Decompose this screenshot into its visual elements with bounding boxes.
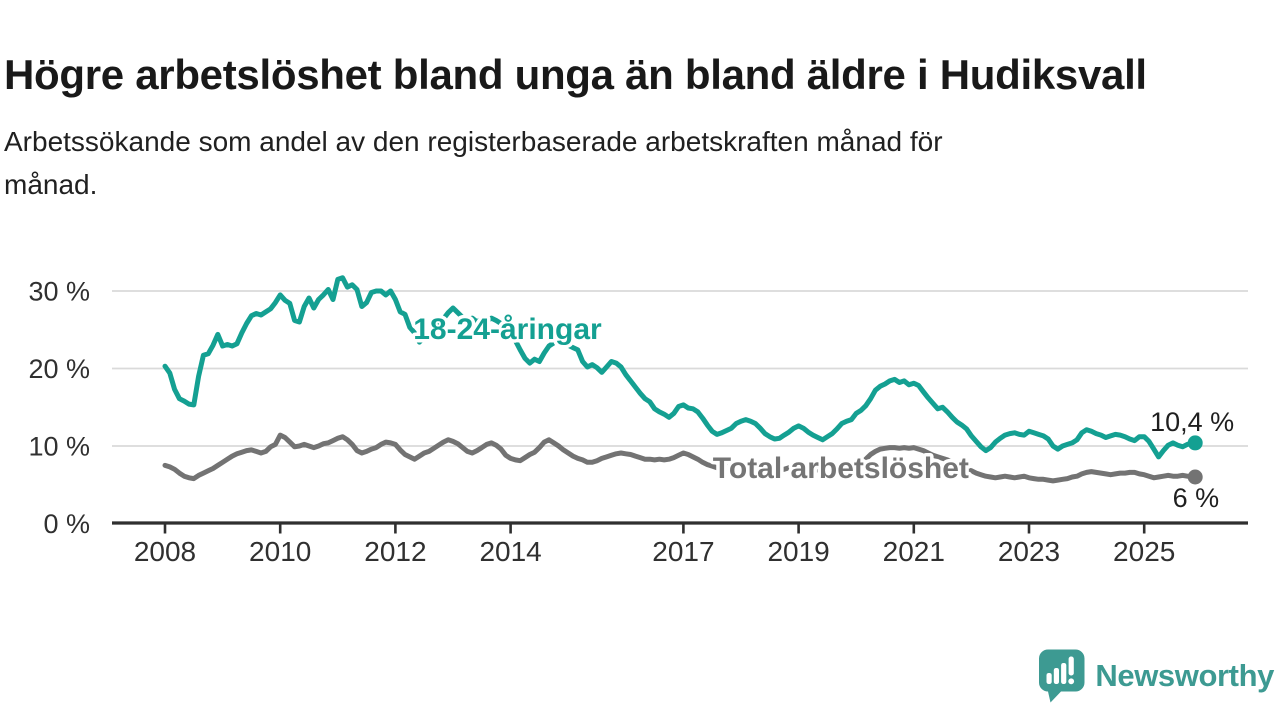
x-tick-label-2019: 2019 bbox=[767, 536, 829, 567]
newsworthy-logo: Newsworthy bbox=[1038, 648, 1274, 704]
series-end-dot-total-arbetsl-shet bbox=[1187, 469, 1203, 485]
bar-icon-large bbox=[1061, 662, 1067, 684]
y-tick-label-30: 30 % bbox=[28, 277, 90, 307]
y-tick-label-0: 0 % bbox=[43, 509, 90, 539]
series-end-dot-18-24-ringar bbox=[1187, 435, 1203, 451]
end-value-label-total-arbetsl-shet: 6 % bbox=[1173, 483, 1220, 513]
x-tick-label-2017: 2017 bbox=[652, 536, 714, 567]
x-tick-label-2021: 2021 bbox=[883, 536, 945, 567]
exclamation-stem-icon bbox=[1068, 656, 1075, 675]
chart-title: Högre arbetslöshet bland unga än bland ä… bbox=[4, 51, 1147, 99]
x-tick-label-2014: 2014 bbox=[479, 536, 541, 567]
y-tick-label-20: 20 % bbox=[28, 354, 90, 384]
bar-icon-small bbox=[1046, 672, 1053, 684]
series-label-18-24-ringar: 18-24-åringar bbox=[413, 313, 602, 346]
bar-icon-medium bbox=[1054, 667, 1060, 684]
series-line-18-24-ringar bbox=[162, 275, 1195, 460]
y-tick-label-10: 10 % bbox=[28, 432, 90, 462]
series-label-total-arbetsl-shet: Total arbetslöshet bbox=[713, 452, 969, 485]
x-tick-label-2010: 2010 bbox=[249, 536, 311, 567]
brand-name: Newsworthy bbox=[1095, 658, 1274, 693]
x-tick-label-2008: 2008 bbox=[134, 536, 196, 567]
chart-subtitle-line1: Arbetssökande som andel av den registerb… bbox=[4, 126, 943, 157]
exclamation-dot-icon bbox=[1068, 677, 1075, 684]
x-tick-label-2025: 2025 bbox=[1113, 536, 1175, 567]
x-tick-label-2023: 2023 bbox=[998, 536, 1060, 567]
end-value-label-18-24-ringar: 10,4 % bbox=[1150, 407, 1234, 437]
series-line-total-arbetsl-shet bbox=[162, 432, 1195, 484]
x-tick-label-2012: 2012 bbox=[364, 536, 426, 567]
chart-subtitle-line2: månad. bbox=[4, 169, 98, 200]
speech-bubble-chart-icon bbox=[1039, 649, 1085, 702]
chart-subtitle: Arbetssökande som andel av den registerb… bbox=[4, 120, 1224, 206]
